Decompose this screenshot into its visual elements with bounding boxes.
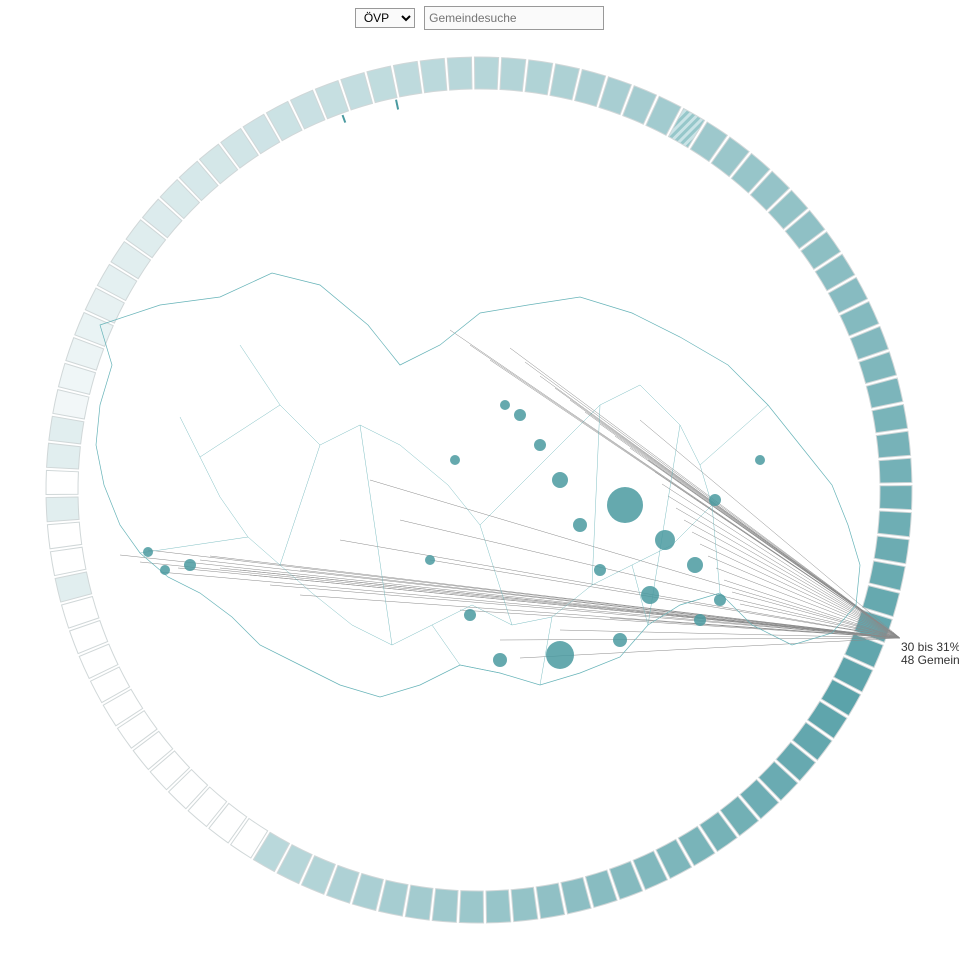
municipality-highlight[interactable] — [709, 494, 721, 506]
ring-segment[interactable] — [405, 885, 433, 920]
municipality-highlight[interactable] — [425, 555, 435, 565]
ring-segment[interactable] — [393, 61, 421, 96]
ring-segment[interactable] — [550, 64, 579, 100]
municipality-highlight[interactable] — [534, 439, 546, 451]
map-border — [712, 505, 720, 593]
map-border — [140, 537, 248, 553]
ring-segment[interactable] — [367, 66, 397, 103]
ring-segment[interactable] — [474, 57, 498, 89]
marker-tick — [396, 100, 398, 110]
map-border — [280, 445, 320, 565]
map-border — [352, 605, 472, 645]
map-border — [400, 445, 520, 525]
ring-segment[interactable] — [880, 485, 912, 509]
municipality-highlight[interactable] — [160, 565, 170, 575]
ring-segment[interactable] — [500, 58, 526, 92]
map-border — [480, 525, 512, 625]
map-border — [360, 425, 392, 645]
marker-tick — [343, 115, 346, 123]
ring-segment[interactable] — [50, 547, 85, 575]
map-outline — [96, 273, 860, 697]
municipality-highlight[interactable] — [184, 559, 196, 571]
municipality-highlight[interactable] — [687, 557, 703, 573]
ring-segment[interactable] — [878, 511, 912, 537]
ring-segment[interactable] — [561, 877, 591, 914]
ring-segment[interactable] — [879, 458, 912, 483]
municipality-highlight[interactable] — [143, 547, 153, 557]
municipality-highlight[interactable] — [714, 594, 726, 606]
map-border — [180, 417, 248, 537]
map-border — [640, 385, 712, 505]
municipality-highlight[interactable] — [594, 564, 606, 576]
municipality-highlight[interactable] — [755, 455, 765, 465]
ring-segment[interactable] — [447, 57, 472, 90]
municipality-highlight[interactable] — [607, 487, 643, 523]
municipality-highlight[interactable] — [641, 586, 659, 604]
municipality-highlight[interactable] — [573, 518, 587, 532]
municipality-highlight[interactable] — [546, 641, 574, 669]
ring-segment[interactable] — [379, 880, 408, 916]
municipality-highlight[interactable] — [500, 400, 510, 410]
ring-segment[interactable] — [47, 522, 81, 549]
ring-segment[interactable] — [53, 390, 89, 419]
ring-segment[interactable] — [525, 60, 553, 95]
map-border — [592, 505, 712, 585]
municipality-highlight[interactable] — [694, 614, 706, 626]
municipality-highlight[interactable] — [464, 609, 476, 621]
municipality-highlight[interactable] — [514, 409, 526, 421]
ring-segment[interactable] — [872, 404, 907, 432]
ring-segment[interactable] — [511, 887, 538, 921]
ring-segment[interactable] — [869, 561, 905, 590]
ring-segment[interactable] — [459, 891, 483, 923]
austria-map[interactable] — [96, 273, 860, 697]
highlighted-municipalities — [143, 400, 765, 669]
radial-chart[interactable] — [0, 0, 959, 953]
municipality-highlight[interactable] — [450, 455, 460, 465]
ring-segment[interactable] — [47, 443, 81, 469]
ring-segment[interactable] — [55, 572, 92, 602]
map-border — [200, 405, 280, 457]
municipality-highlight[interactable] — [493, 653, 507, 667]
ring-segment[interactable] — [486, 890, 511, 923]
fan-lines — [120, 330, 900, 658]
ring-segment[interactable] — [874, 536, 909, 564]
map-border — [240, 345, 400, 445]
ring-segment[interactable] — [876, 431, 910, 458]
municipality-highlight[interactable] — [613, 633, 627, 647]
ring-segment[interactable] — [46, 470, 78, 494]
municipality-highlight[interactable] — [655, 530, 675, 550]
ring-segment[interactable] — [420, 58, 447, 92]
ring-segment[interactable] — [432, 889, 458, 923]
ring-segment[interactable] — [49, 416, 84, 444]
ring-segment[interactable] — [536, 883, 564, 918]
ring-segment[interactable] — [866, 378, 903, 408]
ring-segment[interactable] — [46, 497, 79, 522]
map-border — [432, 625, 500, 673]
municipality-highlight[interactable] — [552, 472, 568, 488]
